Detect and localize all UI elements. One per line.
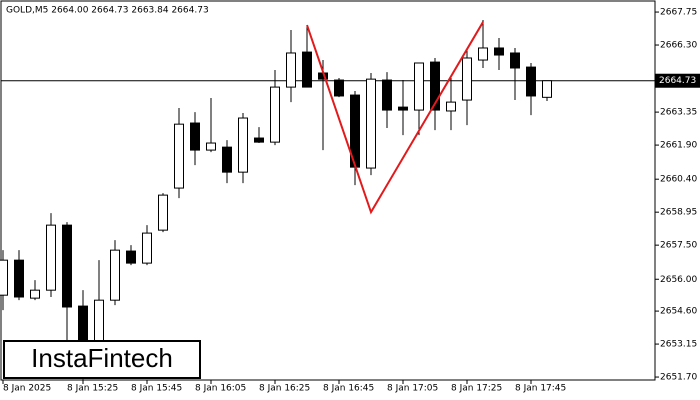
pattern-line (306, 21, 484, 215)
y-tick-label: 2656.00 (660, 275, 697, 285)
candle-body (494, 47, 504, 56)
candle-body (334, 79, 344, 97)
candle-body (254, 137, 264, 143)
y-tick-label: 2661.90 (660, 141, 697, 151)
y-tick-label: 2657.50 (660, 241, 697, 251)
candle-body (158, 194, 168, 231)
x-tick-label: 8 Jan 16:45 (323, 384, 374, 394)
candle-body (190, 122, 200, 151)
candle-body (446, 101, 456, 112)
x-tick-label: 8 Jan 16:05 (195, 384, 246, 394)
candle-body (462, 57, 472, 101)
logo-box (3, 340, 201, 379)
x-tick-label: 8 Jan 2025 (3, 384, 51, 394)
candle-body (14, 259, 24, 298)
y-tick-label: 2653.15 (660, 340, 697, 350)
candle-body (510, 52, 520, 69)
y-tick-label: 2654.60 (660, 307, 697, 317)
current-price-label: 2664.73 (659, 76, 696, 86)
y-tick-label: 2658.95 (660, 208, 697, 218)
x-tick-label: 8 Jan 17:05 (387, 384, 438, 394)
candle-body (542, 80, 552, 98)
x-tick-label: 8 Jan 15:25 (67, 384, 118, 394)
y-tick-label: 2660.40 (660, 175, 697, 185)
chart-title: GOLD,M5 2664.00 2664.73 2663.84 2664.73 (6, 6, 209, 16)
candle-body (62, 224, 72, 308)
plot-frame (0, 0, 656, 381)
x-tick-label: 8 Jan 16:25 (259, 384, 310, 394)
candle-body (30, 289, 40, 299)
candle-body (398, 106, 408, 111)
candle-body (302, 51, 312, 88)
y-tick-label: 2663.35 (660, 108, 697, 118)
x-tick-label: 8 Jan 17:25 (451, 384, 502, 394)
candle-body (142, 232, 152, 264)
candle-body (126, 250, 136, 264)
candle-body (174, 123, 184, 189)
candle-body (238, 117, 248, 173)
logo-text: InstaFintech (31, 343, 173, 373)
y-tick-label: 2667.75 (660, 8, 697, 18)
candle-body (0, 259, 8, 296)
y-tick-label: 2666.30 (660, 41, 697, 51)
candle-body (206, 142, 216, 151)
candle-body (414, 62, 424, 111)
candle-body (430, 61, 440, 111)
candle-body (110, 249, 120, 301)
candle-body (286, 52, 296, 88)
candle-body (46, 224, 56, 291)
x-tick-label: 8 Jan 17:45 (515, 384, 566, 394)
candle-body (478, 47, 488, 61)
candle-body (526, 66, 536, 97)
current-price-box (655, 73, 700, 88)
candle-body (222, 146, 232, 173)
candle-body (382, 79, 392, 111)
x-tick-label: 8 Jan 15:45 (131, 384, 182, 394)
candle-body (270, 86, 280, 143)
candle-body (366, 78, 376, 169)
y-tick-label: 2651.70 (660, 373, 697, 383)
